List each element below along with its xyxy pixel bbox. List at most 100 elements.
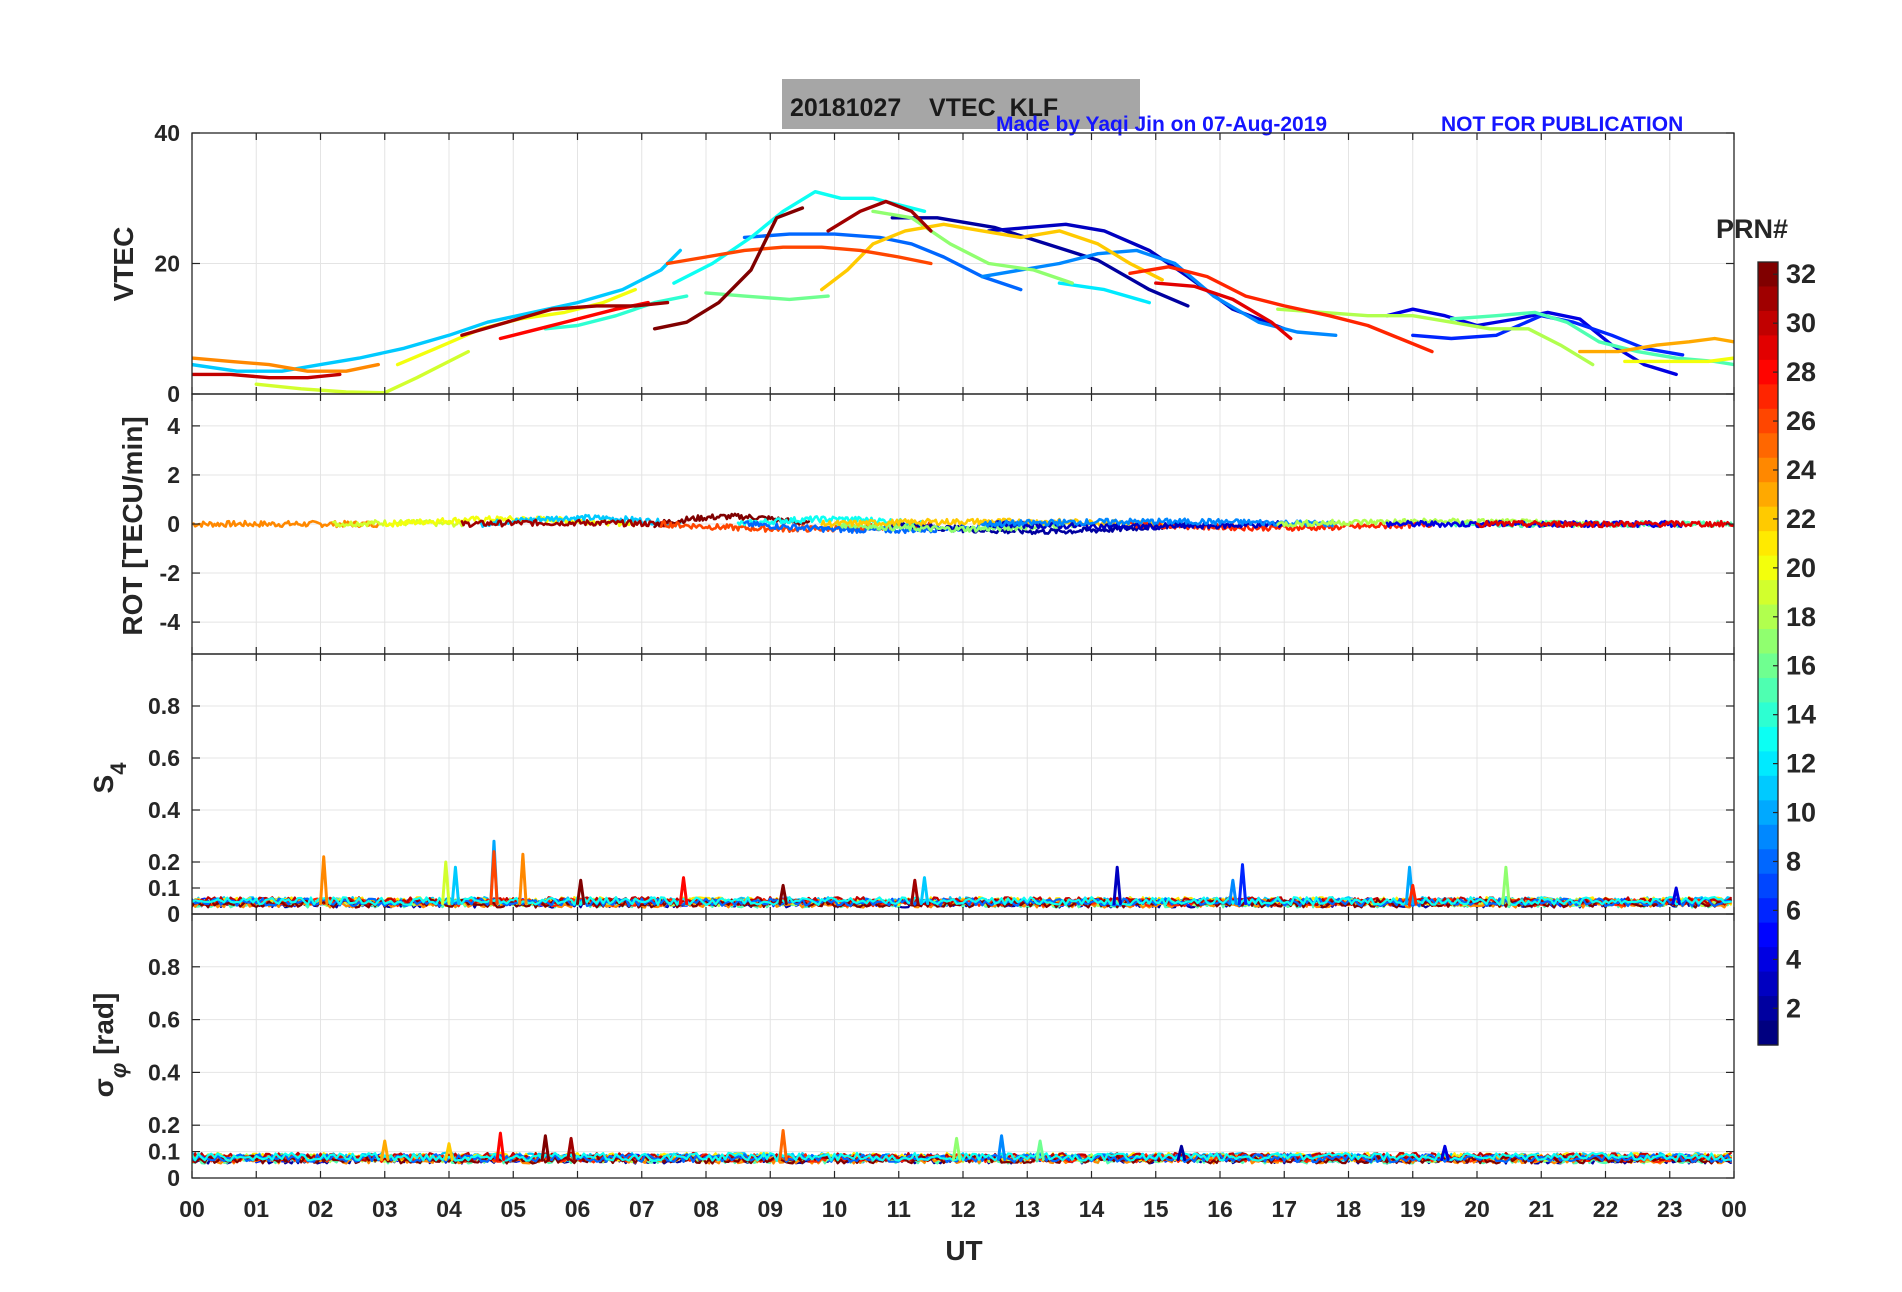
traces	[192, 839, 1732, 909]
colorbar-tick-label: 4	[1786, 944, 1801, 974]
spike-trace	[910, 878, 920, 906]
colorbar-tick-label: 12	[1786, 749, 1816, 779]
colorbar-tick-label: 14	[1786, 700, 1816, 730]
colorbar-cell	[1758, 457, 1778, 483]
sigma-phi-ylabel: σφ [rad]	[88, 993, 131, 1098]
y-tick-label: 0.6	[148, 1007, 180, 1033]
x-tick-label: 10	[822, 1196, 848, 1222]
spike-trace	[576, 878, 586, 906]
spike-trace	[951, 1136, 962, 1162]
rot-trace	[987, 520, 1286, 531]
colorbar-cell	[1758, 359, 1778, 385]
y-tick-label: 4	[167, 413, 180, 439]
y-tick-label: 2	[167, 462, 180, 488]
colorbar-cell	[1758, 384, 1778, 410]
x-tick-label: 04	[436, 1196, 462, 1222]
spike-trace	[441, 860, 451, 906]
colorbar-cell	[1758, 824, 1778, 850]
y-tick-label: 0.8	[148, 693, 180, 719]
colorbar-tick-label: 22	[1786, 504, 1816, 534]
rot-trace	[460, 518, 669, 529]
rot-trace	[192, 519, 380, 529]
colorbar-cell	[1758, 335, 1778, 361]
colorbar-cell	[1758, 580, 1778, 606]
spike-trace	[495, 1131, 506, 1162]
colorbar-cell	[1758, 898, 1778, 924]
colorbar-cell	[1758, 849, 1778, 875]
x-tick-label: 16	[1207, 1196, 1233, 1222]
x-tick-label: 06	[565, 1196, 591, 1222]
y-tick-label: 40	[154, 120, 180, 146]
y-tick-label: 0.4	[148, 1059, 180, 1085]
y-axis-labels: VTEC ROT [TECU/min] S4 σφ [rad]	[88, 227, 148, 1098]
spike-trace	[1112, 865, 1122, 906]
colorbar-cell	[1758, 310, 1778, 337]
y-tick-label: 0	[167, 381, 180, 407]
colorbar-tick-label: 32	[1786, 259, 1816, 289]
spike-trace	[450, 865, 461, 906]
spike-trace	[566, 1136, 576, 1162]
x-tick-label: 19	[1400, 1196, 1426, 1222]
vtec-trace	[543, 294, 689, 331]
colorbar-cell	[1758, 677, 1778, 704]
vtec-trace	[1276, 307, 1595, 367]
colorbar-label: PRN#	[1716, 214, 1788, 244]
colorbar-cell	[1758, 286, 1778, 312]
x-tick-label: 08	[693, 1196, 719, 1222]
colorbar-cell	[1758, 482, 1778, 508]
spike-trace	[540, 1134, 551, 1162]
colorbar-tick-label: 16	[1786, 651, 1816, 681]
vtec-trace	[1057, 281, 1152, 305]
vtec-trace	[1578, 336, 1734, 354]
rot-trace	[1385, 519, 1684, 529]
x-tick-label: 14	[1079, 1196, 1105, 1222]
x-tick-label: 20	[1464, 1196, 1490, 1222]
vtec-trace	[460, 300, 670, 337]
x-tick-label: 15	[1143, 1196, 1169, 1222]
vtec-trace	[652, 206, 805, 331]
y-tick-label: 0.1	[148, 875, 180, 901]
x-tick-label: 22	[1593, 1196, 1619, 1222]
colorbar-cell	[1758, 702, 1778, 728]
spike-trace	[489, 850, 499, 906]
spike-trace	[1671, 886, 1681, 906]
colorbar-cell	[1758, 408, 1778, 434]
x-axis-label: UT	[945, 1235, 982, 1266]
colorbar-cell	[1758, 873, 1778, 899]
x-tick-label: 11	[887, 1196, 912, 1222]
vtec-trace	[192, 356, 380, 373]
colorbar-cell	[1758, 971, 1778, 997]
colorbar-cell	[1758, 947, 1778, 973]
colorbar-cell	[1758, 726, 1778, 752]
x-tick-label: 01	[243, 1196, 269, 1222]
spike-trace	[678, 876, 689, 906]
vtec-trace	[1154, 281, 1293, 341]
sigma-phi-panel: 00.10.2 0.4 0.6 0.8	[148, 913, 1735, 1191]
y-tick-label: 0.2	[148, 1112, 180, 1138]
colorbar-cell	[1758, 555, 1778, 581]
y-tick-label: -2	[160, 560, 180, 586]
vtec-trace	[192, 248, 682, 373]
spike-trace	[1176, 1144, 1187, 1162]
spike-trace	[1035, 1139, 1045, 1162]
vtec-trace	[890, 216, 1190, 308]
colorbar-tick-label: 24	[1786, 455, 1816, 485]
traces	[192, 512, 1734, 536]
spike-trace	[380, 1139, 390, 1162]
x-tick-label: 09	[757, 1196, 783, 1222]
vtec-trace	[826, 199, 933, 233]
x-tick-label: 17	[1271, 1196, 1297, 1222]
colorbar-cell	[1758, 433, 1778, 459]
spike-trace	[996, 1134, 1007, 1162]
x-tick-label: 02	[308, 1196, 334, 1222]
x-tick-label: 03	[372, 1196, 398, 1222]
figure-title: 20181027 VTEC KLF	[782, 79, 1140, 129]
s4-panel: 00.10.2 0.4 0.6 0.8	[148, 653, 1735, 927]
x-tick-labels: 00 01 02 03 04 05 06 07 08 09 10 11 12 13 14 15 16 17 18 19…	[179, 1196, 1747, 1222]
spike-trace	[1408, 883, 1418, 906]
y-tick-label: -4	[160, 609, 181, 635]
spike-trace	[778, 883, 788, 906]
y-tick-label: 0.8	[148, 954, 180, 980]
